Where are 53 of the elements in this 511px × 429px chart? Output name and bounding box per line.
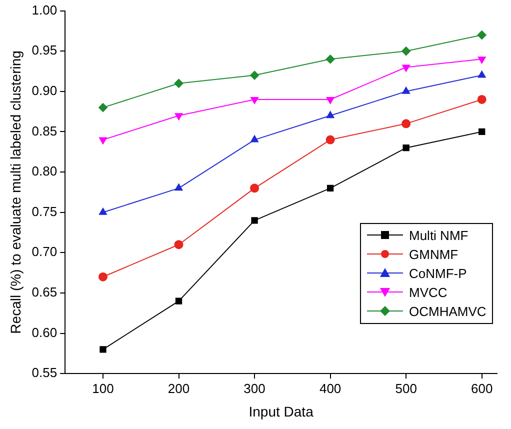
legend-label: OCMHAMVC [409, 304, 486, 319]
y-tick-label: 0.90 [32, 83, 58, 98]
point [250, 135, 258, 142]
point [402, 144, 410, 152]
point [98, 272, 108, 282]
point [251, 217, 258, 224]
point [326, 135, 335, 144]
y-tick-label: 0.70 [32, 244, 58, 260]
point [99, 137, 107, 144]
y-tick-label: 0.60 [32, 324, 58, 340]
x-tick-label: 300 [244, 380, 266, 396]
y-tick-label: 0.75 [32, 204, 58, 219]
legend-label: GMNMF [409, 246, 458, 262]
point [402, 86, 410, 94]
x-tick-label: 500 [395, 380, 417, 396]
y-tick-label: 0.55 [32, 365, 58, 380]
x-tick-label: 200 [168, 380, 190, 396]
x-tick-label: 100 [92, 380, 114, 396]
point [99, 208, 107, 215]
point [326, 96, 334, 104]
legend-label: Multi NMF [409, 228, 468, 243]
y-tick-label: 1.00 [32, 2, 58, 18]
legend-label: CoNMF-P [409, 266, 467, 281]
point [326, 184, 334, 192]
point [326, 54, 335, 64]
point [402, 46, 411, 56]
point [250, 184, 260, 193]
point [250, 96, 258, 104]
y-axis-title: Recall (%) to evaluate multi labeled clustering [7, 50, 24, 334]
point [477, 94, 486, 104]
y-tick-label: 0.80 [32, 164, 58, 179]
x-tick-label: 400 [319, 380, 342, 396]
point [175, 298, 182, 304]
point [478, 56, 486, 64]
point [174, 240, 184, 250]
y-tick-label: 0.85 [32, 123, 58, 138]
point [402, 119, 411, 128]
legend-label: MVCC [409, 284, 448, 300]
point [174, 113, 183, 120]
y-tick-label: 0.95 [32, 42, 58, 58]
point [477, 30, 486, 40]
point [250, 70, 260, 80]
point [478, 70, 486, 78]
x-axis-title: Input Data [248, 403, 314, 420]
point [326, 111, 334, 118]
point [174, 184, 183, 191]
point [174, 78, 184, 88]
point [402, 64, 410, 72]
y-tick-label: 0.65 [32, 284, 58, 300]
point [100, 346, 106, 353]
point [98, 103, 108, 112]
point [478, 128, 486, 136]
x-tick-label: 600 [470, 380, 493, 396]
